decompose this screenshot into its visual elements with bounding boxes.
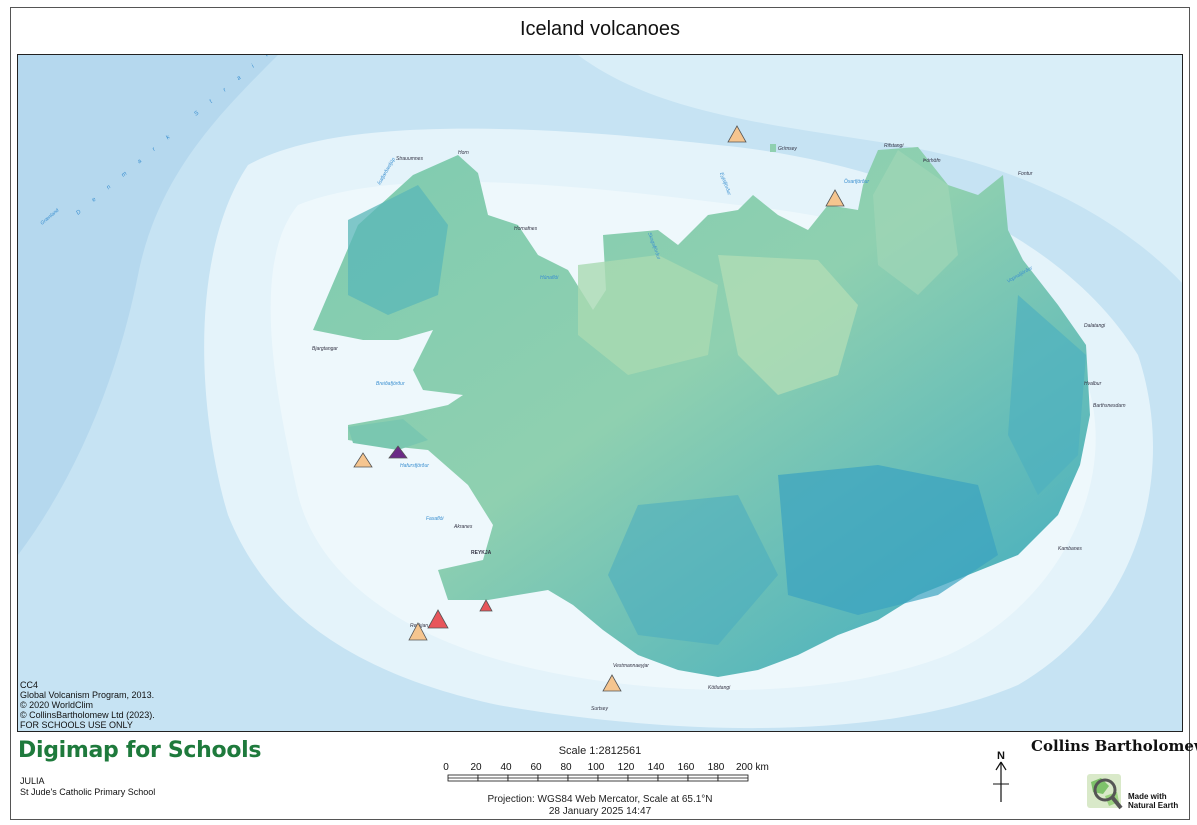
attribution-line: Global Volcanism Program, 2013. bbox=[20, 690, 155, 700]
volcano-reykjanes[interactable] bbox=[408, 622, 428, 641]
label-horn: Horn bbox=[458, 150, 469, 156]
ocean-shelf-north bbox=[578, 55, 1182, 283]
label-grimsey: Grímsey bbox=[778, 146, 797, 152]
map-canvas[interactable]: Strauumnes Horn Ísafjarðardjúp Hornafnes… bbox=[17, 54, 1183, 732]
label-thorhofn: Þórhöfn bbox=[923, 158, 941, 164]
north-arrow-icon: N bbox=[993, 750, 1009, 802]
natural-earth-text: Made with Natural Earth bbox=[1128, 792, 1178, 810]
label-breidafjordur: Breiðafjörður bbox=[376, 381, 405, 387]
volcano-fagradalsfjall[interactable] bbox=[479, 599, 493, 612]
scale-bar: 0 20 40 60 80 100 120 140 160 180 200 km bbox=[443, 762, 769, 782]
projection-info: Projection: WGS84 Web Mercator, Scale at… bbox=[420, 794, 780, 818]
map-svg: Strauumnes Horn Ísafjarðardjúp Hornafnes… bbox=[18, 55, 1182, 731]
attribution-line: © CollinsBartholomew Ltd (2023). bbox=[20, 710, 155, 720]
iceland-landmass bbox=[313, 144, 1090, 677]
label-surtsey: Surtsey bbox=[591, 706, 608, 712]
label-hornafnes: Hornafnes bbox=[514, 226, 538, 232]
scale-tick: 140 bbox=[648, 762, 665, 773]
label-faxafloi: Faxaflói bbox=[426, 516, 444, 522]
attribution-line: CC4 bbox=[20, 680, 39, 690]
map-date: 28 January 2025 14:47 bbox=[548, 806, 652, 817]
volcano-vestmannaeyjar[interactable] bbox=[602, 674, 622, 692]
label-kambanes: Kambanes bbox=[1058, 546, 1082, 552]
north-label: N bbox=[997, 750, 1005, 762]
label-akranes: Akranes bbox=[453, 524, 473, 530]
natural-earth-line1: Made with bbox=[1128, 792, 1167, 801]
scale-tick: 200 km bbox=[736, 762, 769, 773]
volcano-reykjanes-red[interactable] bbox=[427, 609, 449, 629]
natural-earth-line2: Natural Earth bbox=[1128, 801, 1179, 810]
attribution-line: FOR SCHOOLS USE ONLY bbox=[20, 720, 133, 730]
natural-earth-globe-icon bbox=[1087, 774, 1123, 810]
volcano-kolbeinsey[interactable] bbox=[727, 125, 747, 143]
label-rifstangi: Rifstangi bbox=[884, 143, 904, 149]
volcano-markers[interactable] bbox=[353, 125, 845, 692]
scale-tick: 20 bbox=[470, 762, 482, 773]
label-kotlutangi: Kötlutangi bbox=[708, 685, 731, 691]
label-hafursfjordur: Hafursfjörður bbox=[400, 463, 429, 469]
volcano-snaefellsjokull[interactable] bbox=[353, 452, 373, 468]
collins-bartholomew-logo: Collins Bartholomew bbox=[1031, 737, 1197, 755]
volcano-ljosufjoll[interactable] bbox=[388, 445, 408, 459]
label-vestmannaeyjar: Vestmannaeyjar bbox=[613, 663, 649, 669]
page-frame bbox=[10, 7, 1190, 820]
scale-tick: 40 bbox=[500, 762, 512, 773]
volcano-oxarfjordur[interactable] bbox=[825, 189, 845, 207]
label-reykjavik: REYKJA bbox=[471, 550, 492, 556]
attribution: CC4 Global Volcanism Program, 2013. © 20… bbox=[20, 680, 155, 730]
label-barthsnesdarn: Barthsnesdarn bbox=[1093, 403, 1126, 409]
label-hvalbur: Hvalbur bbox=[1084, 381, 1102, 387]
scale-tick: 80 bbox=[560, 762, 572, 773]
scale-ticks: 0 20 40 60 80 100 120 140 160 180 200 km bbox=[443, 762, 769, 773]
attribution-line: © 2020 WorldClim bbox=[20, 700, 93, 710]
ocean-trough-west bbox=[18, 55, 278, 555]
scale-tick: 100 bbox=[588, 762, 605, 773]
scale-tick: 180 bbox=[708, 762, 725, 773]
label-fontur: Fontur bbox=[1018, 171, 1033, 177]
projection-text: Projection: WGS84 Web Mercator, Scale at… bbox=[487, 794, 713, 805]
label-bjargtangar: Bjargtangar bbox=[312, 346, 338, 352]
scale-segments bbox=[447, 774, 749, 782]
label-oxarfjordur: Öxarfjörður bbox=[844, 178, 869, 185]
user-school: St Jude's Catholic Primary School bbox=[20, 787, 156, 797]
scale-tick: 0 bbox=[443, 762, 449, 773]
label-strauumnes: Strauumnes bbox=[396, 156, 423, 162]
map-title: Iceland volcanoes bbox=[519, 18, 681, 40]
digimap-logo: Digimap for Schools bbox=[18, 738, 262, 763]
scale-tick: 60 bbox=[530, 762, 542, 773]
scale-tick: 120 bbox=[618, 762, 635, 773]
user-info: JULIA St Jude's Catholic Primary School bbox=[20, 776, 155, 798]
label-hunafloi: Húnaflói bbox=[540, 275, 559, 281]
scale-label: Scale 1:2812561 bbox=[558, 745, 642, 757]
user-name: JULIA bbox=[20, 776, 45, 786]
scale-tick: 160 bbox=[678, 762, 695, 773]
label-dalatangi: Dalatangi bbox=[1084, 323, 1106, 329]
